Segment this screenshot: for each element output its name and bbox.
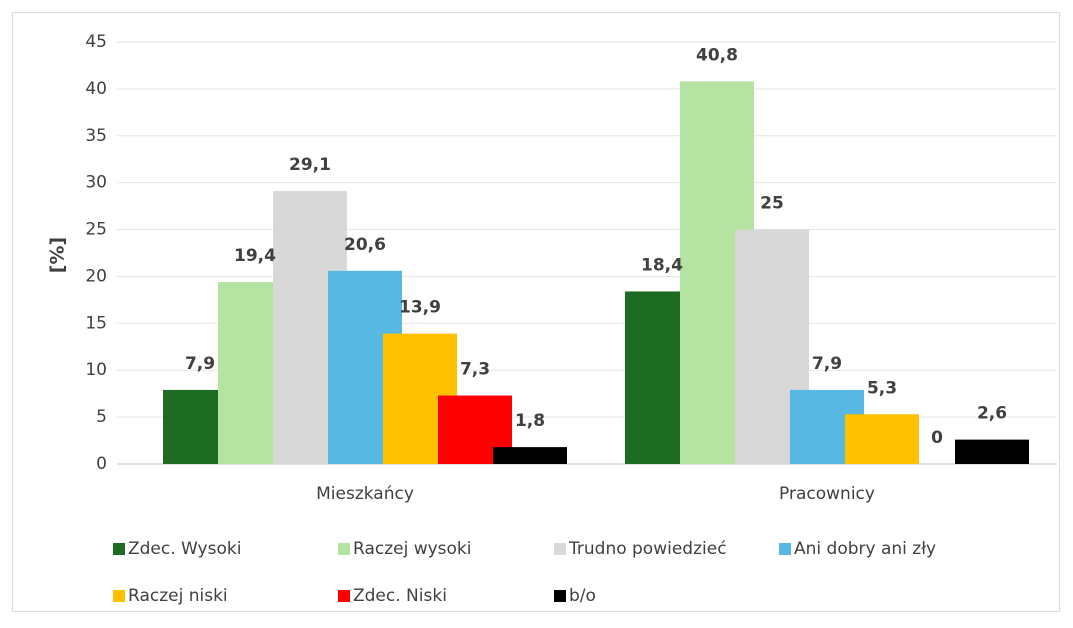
data-label: 2,6 <box>977 404 1007 424</box>
data-label: 5,3 <box>867 378 897 398</box>
data-label: 7,3 <box>460 360 490 380</box>
chart-frame <box>12 12 1060 612</box>
y-tick-label: 10 <box>85 360 107 380</box>
data-label: 7,9 <box>812 354 842 374</box>
y-tick-label: 35 <box>85 126 107 146</box>
y-tick-label: 0 <box>96 454 107 474</box>
bar <box>845 414 919 464</box>
y-axis-label: [%] <box>47 237 69 273</box>
legend-swatch <box>554 543 566 555</box>
y-tick-label: 25 <box>85 220 107 240</box>
legend-swatch <box>338 543 350 555</box>
data-label: 7,9 <box>185 354 215 374</box>
legend-label: Ani dobry ani zły <box>794 539 936 559</box>
legend-label: Zdec. Niski <box>353 586 447 606</box>
data-label: 13,9 <box>399 298 441 318</box>
y-tick-label: 20 <box>85 266 107 286</box>
y-tick-label: 30 <box>85 173 107 193</box>
legend-label: Raczej wysoki <box>353 539 472 559</box>
legend-label: Trudno powiedzieć <box>568 539 727 559</box>
legend-swatch <box>113 543 125 555</box>
bar <box>493 447 567 464</box>
legend-swatch <box>113 590 125 602</box>
legend-swatch <box>554 590 566 602</box>
x-tick-label: Mieszkańcy <box>316 484 414 504</box>
data-label: 20,6 <box>344 235 386 255</box>
data-label: 0 <box>931 428 943 448</box>
y-tick-label: 15 <box>85 313 107 333</box>
legend-label: Zdec. Wysoki <box>128 539 241 559</box>
y-tick-label: 5 <box>96 407 107 427</box>
data-label: 25 <box>760 194 784 214</box>
data-label: 18,4 <box>641 255 683 275</box>
y-tick-label: 40 <box>85 79 107 99</box>
legend-swatch <box>338 590 350 602</box>
x-tick-label: Pracownicy <box>779 484 875 504</box>
legend-label: b/o <box>569 586 596 606</box>
bar <box>955 439 1029 464</box>
y-tick-label: 45 <box>85 32 107 52</box>
data-label: 19,4 <box>234 246 276 266</box>
data-label: 40,8 <box>696 45 738 65</box>
data-label: 1,8 <box>515 411 545 431</box>
legend-swatch <box>779 543 791 555</box>
legend-label: Raczej niski <box>128 586 228 606</box>
data-label: 29,1 <box>289 155 331 175</box>
